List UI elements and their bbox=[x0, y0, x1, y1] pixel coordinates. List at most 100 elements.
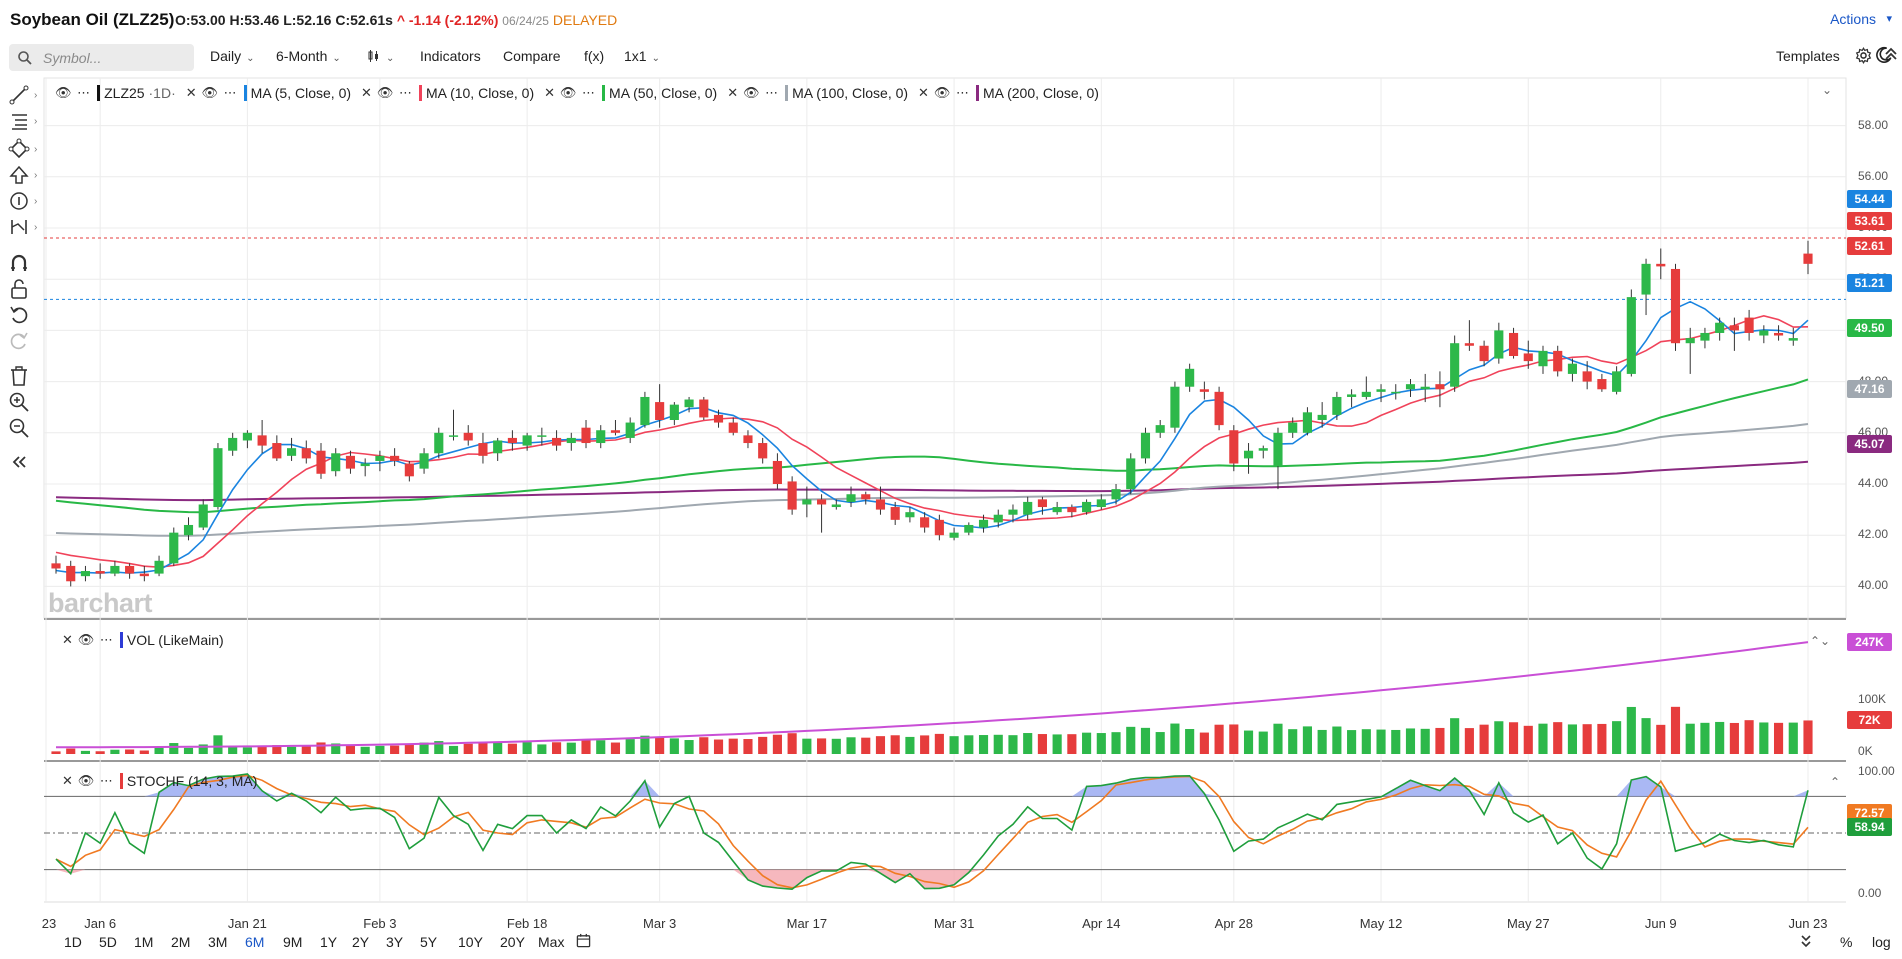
zoom-in-button[interactable] bbox=[8, 391, 34, 415]
candle[interactable] bbox=[1803, 240, 1813, 275]
range-2y[interactable]: 2Y bbox=[352, 934, 370, 950]
candle[interactable] bbox=[213, 443, 223, 510]
candle[interactable] bbox=[478, 432, 488, 464]
candle[interactable] bbox=[1037, 496, 1047, 515]
candle[interactable] bbox=[1126, 453, 1136, 495]
fx-button[interactable]: f(x) bbox=[584, 48, 605, 64]
candle[interactable] bbox=[507, 430, 517, 451]
candle[interactable] bbox=[463, 425, 473, 446]
stoch-d-line[interactable] bbox=[55, 774, 1809, 889]
ma10-line[interactable] bbox=[55, 314, 1809, 569]
candle[interactable] bbox=[1435, 371, 1445, 408]
eye-icon[interactable]: 👁 ⋯ bbox=[55, 85, 92, 100]
arrow-tool[interactable] bbox=[8, 164, 34, 188]
candle[interactable] bbox=[625, 417, 635, 444]
templates-button[interactable]: Templates bbox=[1776, 48, 1840, 64]
candle[interactable] bbox=[1023, 496, 1033, 520]
candle[interactable] bbox=[1464, 320, 1474, 351]
candle[interactable] bbox=[1229, 425, 1239, 472]
candle[interactable] bbox=[242, 430, 252, 449]
candle[interactable] bbox=[831, 499, 841, 510]
interval-dropdown[interactable]: Daily ⌄ bbox=[210, 48, 255, 64]
ma50-line[interactable] bbox=[55, 378, 1809, 514]
candle[interactable] bbox=[1538, 345, 1548, 374]
close-icon[interactable]: ✕ bbox=[544, 85, 557, 100]
candle[interactable] bbox=[301, 440, 311, 464]
calendar-button[interactable] bbox=[576, 933, 591, 951]
candle[interactable] bbox=[1273, 427, 1283, 490]
candle[interactable] bbox=[1376, 384, 1386, 403]
eye-icon[interactable]: 👁 ⋯ bbox=[201, 85, 238, 100]
candle[interactable] bbox=[375, 450, 385, 472]
symbol-search-input[interactable]: Symbol... bbox=[9, 44, 194, 71]
candle[interactable] bbox=[95, 563, 105, 579]
candle[interactable] bbox=[1670, 263, 1681, 351]
candle[interactable] bbox=[1612, 366, 1622, 395]
candle[interactable] bbox=[183, 517, 194, 541]
candle[interactable] bbox=[1155, 420, 1165, 438]
scroll-end-button[interactable] bbox=[1800, 934, 1812, 951]
candle[interactable] bbox=[1641, 258, 1651, 316]
candle[interactable] bbox=[1258, 445, 1268, 459]
candle[interactable] bbox=[978, 514, 989, 533]
volume-ma-line[interactable] bbox=[56, 641, 1809, 749]
percent-scale-toggle[interactable]: % bbox=[1840, 934, 1853, 950]
chevron-right-icon[interactable]: › bbox=[34, 144, 38, 155]
candle[interactable] bbox=[1288, 417, 1298, 438]
candle[interactable] bbox=[1185, 363, 1195, 392]
candle[interactable] bbox=[537, 427, 547, 446]
candle[interactable] bbox=[1140, 427, 1151, 464]
eye-icon[interactable]: 👁 ⋯ bbox=[77, 632, 114, 647]
candle[interactable] bbox=[846, 486, 856, 508]
close-icon[interactable]: ✕ bbox=[185, 85, 198, 100]
close-icon[interactable]: ✕ bbox=[62, 632, 74, 647]
candle[interactable] bbox=[139, 565, 149, 582]
measure-tool[interactable] bbox=[8, 216, 34, 240]
candle[interactable] bbox=[1008, 504, 1018, 523]
candle[interactable] bbox=[1656, 248, 1666, 280]
candle[interactable] bbox=[1729, 317, 1739, 351]
shape-tool[interactable] bbox=[8, 138, 34, 162]
candle[interactable] bbox=[331, 448, 341, 477]
range-1d[interactable]: 1D bbox=[64, 934, 82, 950]
candle[interactable] bbox=[596, 425, 606, 449]
candle[interactable] bbox=[1508, 327, 1519, 359]
candle[interactable] bbox=[890, 501, 900, 525]
indicators-button[interactable]: Indicators bbox=[420, 48, 481, 64]
candle[interactable] bbox=[640, 391, 650, 428]
candle[interactable] bbox=[566, 432, 576, 451]
candle[interactable] bbox=[286, 437, 297, 461]
candle[interactable] bbox=[655, 384, 665, 428]
candle[interactable] bbox=[787, 476, 797, 515]
candle[interactable] bbox=[1361, 376, 1371, 400]
chevron-right-icon[interactable]: › bbox=[34, 170, 38, 181]
price-pane[interactable] bbox=[43, 77, 1847, 619]
candle[interactable] bbox=[1773, 325, 1784, 341]
candle[interactable] bbox=[905, 507, 915, 523]
candle[interactable] bbox=[1450, 335, 1460, 392]
candle[interactable] bbox=[1302, 407, 1312, 436]
chevron-right-icon[interactable]: › bbox=[34, 196, 38, 207]
candle[interactable] bbox=[1170, 381, 1180, 433]
candle[interactable] bbox=[684, 396, 694, 413]
stoch-k-line[interactable] bbox=[55, 773, 1809, 891]
candle[interactable] bbox=[964, 522, 974, 536]
candle[interactable] bbox=[552, 430, 562, 451]
candle[interactable] bbox=[154, 555, 164, 577]
range-6m[interactable]: 6M bbox=[245, 934, 265, 950]
candle[interactable] bbox=[1744, 309, 1754, 341]
candle[interactable] bbox=[419, 448, 429, 474]
candle[interactable] bbox=[1553, 345, 1563, 377]
candle[interactable] bbox=[610, 420, 621, 436]
candle[interactable] bbox=[1420, 373, 1430, 403]
candle[interactable] bbox=[1199, 381, 1209, 400]
chevron-up-down-icon[interactable]: ⌃⌄ bbox=[1810, 634, 1830, 648]
candle[interactable] bbox=[522, 432, 532, 451]
candle[interactable] bbox=[448, 409, 459, 441]
ma100-line[interactable] bbox=[55, 423, 1809, 537]
fib-tool[interactable] bbox=[8, 110, 34, 134]
candle[interactable] bbox=[581, 420, 591, 449]
undo-button[interactable] bbox=[8, 304, 34, 328]
candle[interactable] bbox=[1479, 340, 1489, 367]
candle[interactable] bbox=[169, 527, 179, 566]
